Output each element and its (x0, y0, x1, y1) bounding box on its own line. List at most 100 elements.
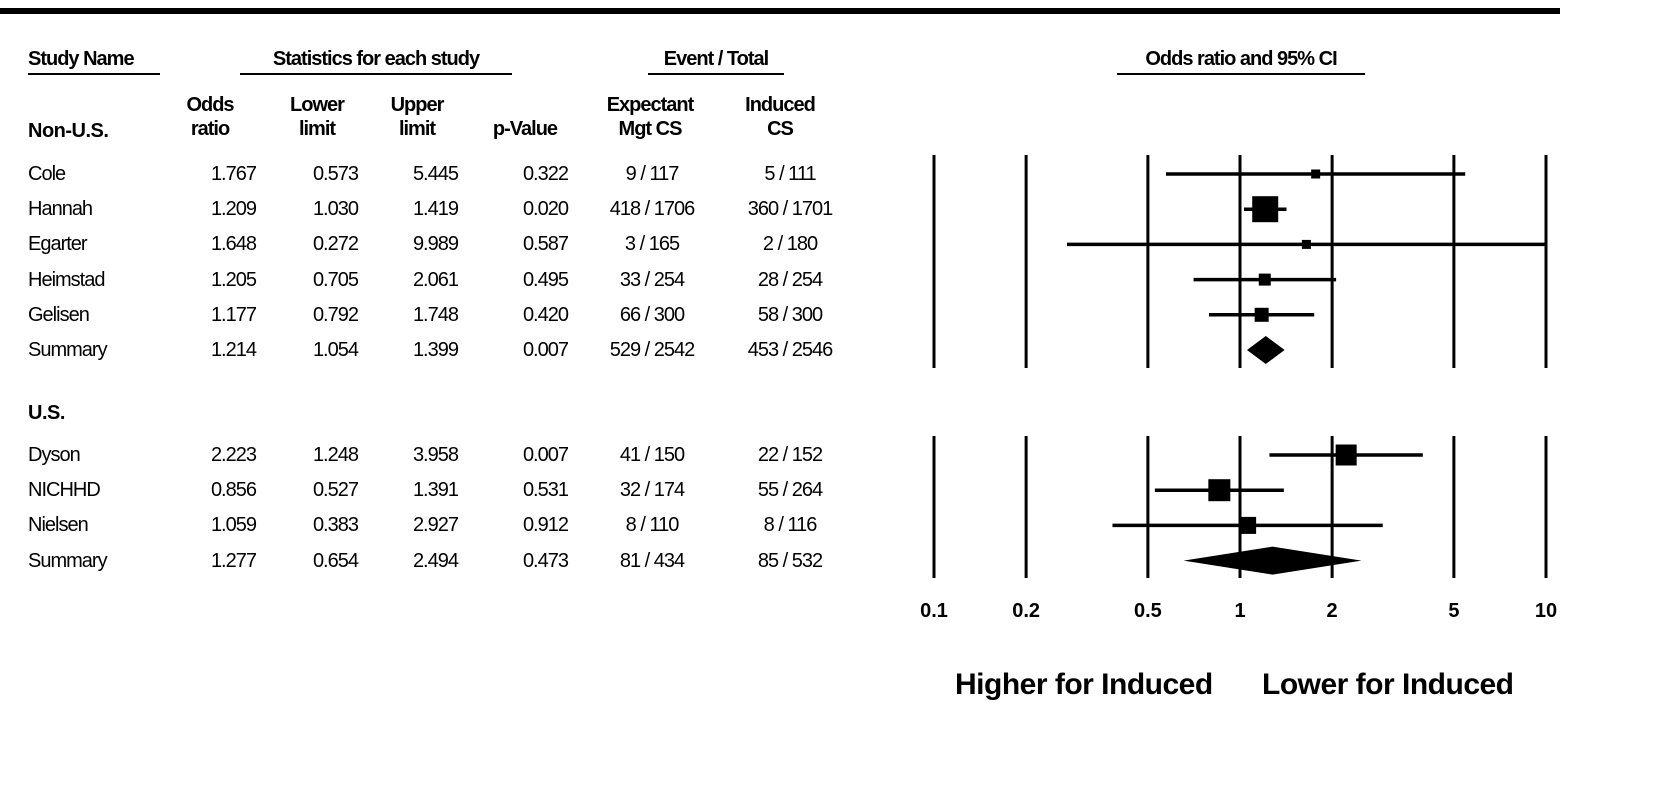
cell-expectant: 418 / 1706 (609, 198, 696, 221)
cell-induced: 360 / 1701 (747, 198, 834, 221)
col-odds-ratio-line1: Odds (186, 94, 234, 116)
top-rule (0, 8, 1560, 14)
cell-or: 2.223 (210, 444, 257, 466)
cell-p: 0.007 (522, 339, 569, 361)
point-marker (1252, 196, 1279, 223)
point-marker (1239, 516, 1257, 534)
header-statistics: Statistics for each study (240, 48, 512, 75)
cell-expectant: 8 / 110 (625, 514, 680, 537)
x-tick-label: 10 (1535, 600, 1557, 622)
group-label: U.S. (28, 402, 65, 424)
cell-induced: 22 / 152 (757, 444, 823, 466)
cell-expectant: 3 / 165 (624, 233, 680, 256)
col-expectant-line2: Mgt CS (618, 118, 683, 140)
cell-or: 1.767 (210, 163, 257, 185)
summary-label: Summary (28, 339, 108, 361)
cell-induced: 2 / 180 (762, 233, 818, 256)
cell-expectant: 32 / 174 (619, 479, 685, 502)
point-marker (1311, 169, 1321, 179)
cell-or: 1.205 (210, 268, 257, 291)
cell-upper: 1.399 (412, 339, 459, 361)
cell-p: 0.531 (522, 479, 569, 502)
cell-p: 0.322 (522, 163, 569, 185)
study-name: Heimstad (28, 268, 105, 291)
cell-upper: 1.391 (412, 479, 459, 502)
cell-induced: 453 / 2546 (747, 339, 834, 361)
cell-upper: 5.445 (412, 163, 459, 185)
study-name: Dyson (28, 444, 81, 466)
cell-expectant: 529 / 2542 (609, 339, 696, 361)
x-tick-label: 0.5 (1134, 600, 1162, 622)
col-expectant-line1: Expectant (606, 94, 695, 116)
cell-p: 0.495 (522, 268, 569, 291)
cell-induced: 5 / 111 (764, 163, 816, 185)
cell-p: 0.473 (522, 549, 569, 572)
point-marker (1301, 239, 1311, 249)
cell-or: 0.856 (210, 479, 257, 502)
col-lower-limit-line2: limit (298, 118, 336, 140)
cell-expectant: 66 / 300 (619, 303, 685, 326)
cell-lower: 0.272 (312, 233, 359, 256)
col-p-value: p-Value (492, 118, 558, 140)
group-label: Non-U.S. (28, 120, 109, 142)
study-name: Cole (28, 163, 66, 185)
cell-lower: 0.383 (312, 514, 359, 537)
cell-upper: 1.419 (412, 198, 459, 221)
col-expectant: Expectant Mgt CS (590, 93, 710, 141)
cell-lower: 0.705 (312, 268, 359, 291)
study-name: Egarter (28, 233, 88, 256)
col-lower-limit-line1: Lower (290, 94, 345, 116)
col-upper-limit-line1: Upper (390, 94, 445, 116)
point-marker (1208, 479, 1231, 502)
x-tick-label: 1 (1234, 600, 1245, 622)
cell-lower: 1.054 (312, 339, 359, 361)
cell-expectant: 33 / 254 (619, 268, 685, 291)
cell-lower: 0.573 (312, 163, 359, 185)
col-upper-limit-line2: limit (398, 118, 436, 140)
point-marker (1254, 307, 1269, 322)
cell-upper: 9.989 (412, 233, 459, 256)
footer-lower-for-induced: Lower for Induced (1262, 668, 1514, 701)
cell-induced: 55 / 264 (757, 479, 823, 502)
header-study-name: Study Name (28, 48, 160, 75)
col-upper-limit: Upper limit (372, 93, 462, 141)
col-odds-ratio: Odds ratio (170, 93, 250, 141)
col-induced: Induced CS (730, 93, 830, 141)
summary-diamond (1246, 336, 1285, 364)
cell-or: 1.277 (210, 549, 257, 572)
cell-expectant: 9 / 117 (625, 163, 680, 185)
cell-p: 0.020 (522, 198, 569, 221)
cell-upper: 3.958 (412, 444, 459, 466)
study-name: Gelisen (28, 303, 90, 326)
study-name: Nielsen (28, 514, 89, 537)
x-tick-label: 5 (1448, 600, 1459, 622)
cell-induced: 28 / 254 (757, 268, 823, 291)
study-name: Hannah (28, 198, 93, 221)
cell-p: 0.420 (522, 303, 569, 326)
cell-lower: 0.792 (312, 303, 359, 326)
cell-or: 1.209 (210, 198, 257, 221)
cell-or: 1.214 (210, 339, 257, 361)
cell-lower: 1.030 (312, 198, 359, 221)
col-lower-limit: Lower limit (272, 93, 362, 141)
header-odds-ratio-ci: Odds ratio and 95% CI (1117, 48, 1365, 75)
cell-or: 1.059 (210, 514, 257, 537)
cell-lower: 0.654 (312, 549, 359, 572)
x-tick-label: 2 (1327, 600, 1338, 622)
header-event-total: Event / Total (648, 48, 784, 75)
col-induced-line1: Induced (745, 94, 816, 116)
cell-upper: 2.061 (412, 268, 459, 291)
cell-p: 0.912 (522, 514, 569, 537)
cell-induced: 85 / 532 (757, 549, 823, 572)
summary-diamond (1183, 546, 1362, 575)
cell-upper: 2.927 (412, 514, 459, 537)
cell-induced: 58 / 300 (757, 303, 823, 326)
summary-label: Summary (28, 549, 108, 572)
cell-induced: 8 / 116 (763, 514, 818, 537)
cell-lower: 0.527 (312, 479, 359, 502)
x-tick-label: 0.2 (1012, 600, 1040, 622)
cell-upper: 2.494 (412, 549, 459, 572)
cell-or: 1.177 (210, 303, 257, 326)
cell-p: 0.007 (522, 444, 569, 466)
